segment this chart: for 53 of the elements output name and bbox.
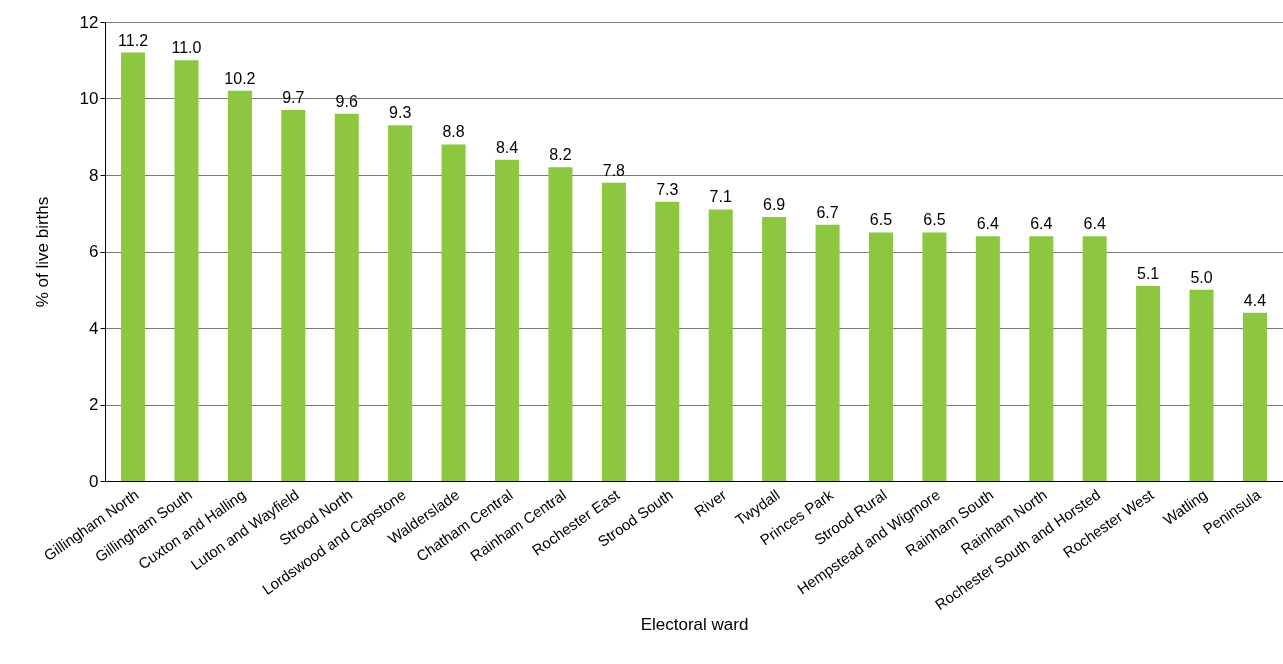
bar: [922, 232, 947, 481]
data-label: 6.5: [869, 211, 893, 229]
bar: [708, 209, 733, 481]
data-label: 7.8: [602, 161, 626, 179]
data-label: 6.4: [976, 215, 1000, 233]
bar: [601, 182, 626, 481]
data-label: 7.1: [709, 188, 732, 206]
data-label: 8.4: [495, 138, 519, 156]
data-label: 5.1: [1136, 264, 1160, 282]
y-tick-label: 12: [79, 12, 99, 32]
data-label: 6.5: [923, 211, 946, 229]
bar: [655, 201, 680, 481]
bar: [334, 113, 359, 481]
bar: [227, 90, 252, 481]
bar: [975, 236, 1000, 481]
bar: [1189, 289, 1214, 481]
bar: [441, 144, 466, 481]
y-tick-label: 8: [89, 165, 99, 185]
bar: [815, 224, 840, 481]
bar: [174, 60, 199, 481]
data-label: 5.0: [1190, 268, 1213, 286]
bar: [1136, 285, 1161, 481]
y-tick-label: 6: [89, 242, 99, 261]
bar: [762, 217, 787, 481]
y-tick-label: 2: [89, 395, 99, 414]
bar: [121, 52, 146, 481]
data-label: 11.0: [171, 39, 202, 57]
y-axis-title: % of live births: [32, 196, 52, 308]
data-label: 9.6: [335, 92, 358, 110]
data-label: 6.9: [763, 196, 786, 214]
data-label: 4.4: [1243, 291, 1267, 309]
data-label: 6.4: [1030, 215, 1053, 233]
bar: [548, 167, 573, 481]
data-label: 8.8: [442, 123, 465, 141]
bar: [1029, 236, 1054, 481]
bar: [1242, 312, 1267, 481]
x-axis-title: Electoral ward: [640, 615, 749, 635]
y-tick-label: 4: [89, 318, 99, 338]
bar: [388, 125, 413, 481]
bar: [1082, 236, 1107, 481]
y-tick-label: 10: [79, 89, 99, 108]
bar: [495, 159, 520, 481]
bar: [281, 109, 306, 481]
data-label: 7.3: [656, 180, 679, 198]
bar: [868, 232, 893, 481]
data-label: 9.3: [389, 104, 412, 122]
data-label: 8.2: [549, 146, 572, 164]
data-label: 9.7: [282, 88, 305, 106]
data-label: 11.2: [118, 31, 149, 49]
y-tick-label: 0: [89, 471, 99, 491]
data-label: 6.4: [1083, 215, 1106, 233]
data-label: 6.7: [816, 203, 839, 221]
data-label: 10.2: [224, 69, 256, 87]
